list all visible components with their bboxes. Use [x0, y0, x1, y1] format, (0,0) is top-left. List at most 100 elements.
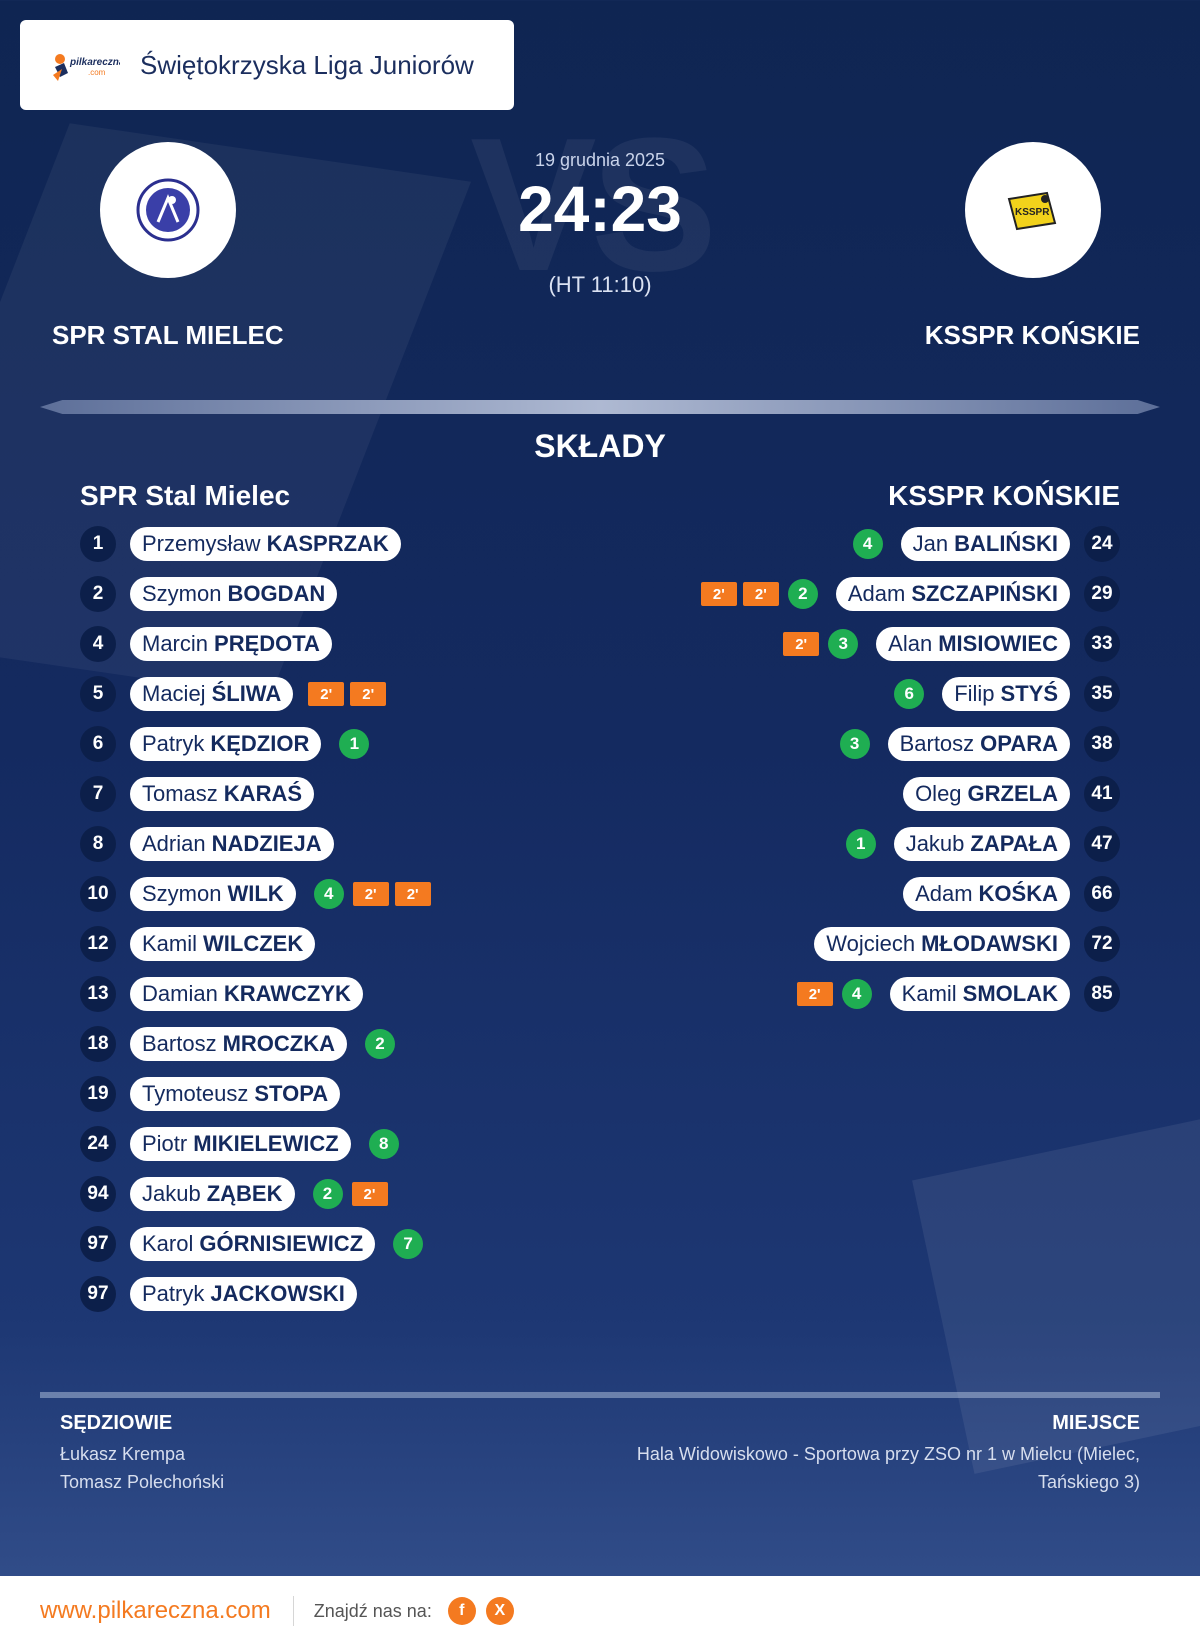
- away-logo-text: KSSPR: [1015, 207, 1050, 218]
- away-player-row: 33 Alan MISIOWIEC 3 2': [780, 626, 1120, 662]
- player-last-name: KĘDZIOR: [210, 731, 310, 756]
- player-name: Marcin PRĘDOTA: [130, 627, 332, 661]
- away-player-row: 29 Adam SZCZAPIŃSKI 2 2' 2': [698, 576, 1120, 612]
- player-stats: 2 2' 2': [698, 579, 824, 609]
- player-number: 13: [80, 976, 116, 1012]
- player-name: Wojciech MŁODAWSKI: [814, 927, 1070, 961]
- divider: [40, 400, 1160, 414]
- player-name: Adam SZCZAPIŃSKI: [835, 577, 1070, 611]
- player-number: 6: [80, 726, 116, 762]
- x-icon[interactable]: X: [485, 1597, 514, 1625]
- player-number: 12: [80, 926, 116, 962]
- player-last-name: KARAŚ: [223, 781, 303, 806]
- player-number: 7: [80, 776, 116, 812]
- suspension-badge: 2': [700, 582, 737, 606]
- league-name: Świętokrzyska Liga Juniorów: [140, 49, 474, 80]
- goals-badge: 4: [852, 529, 883, 559]
- home-player-row: 12 Kamil WILCZEK: [80, 926, 327, 962]
- player-name: Patryk JACKOWSKI: [130, 1277, 357, 1311]
- away-player-row: 47 Jakub ZAPAŁA 1: [840, 826, 1120, 862]
- player-name: Szymon BOGDAN: [130, 577, 338, 611]
- logo-subtext: .com: [88, 68, 106, 77]
- player-number: 33: [1084, 626, 1120, 662]
- venue-title: MIEJSCE: [1052, 1412, 1140, 1434]
- player-stats: 1: [840, 829, 882, 859]
- player-first-name: Jan: [912, 531, 949, 556]
- home-team-logo: [100, 142, 236, 278]
- away-player-row: 35 Filip STYŚ 6: [888, 676, 1120, 712]
- player-last-name: ZĄBEK: [206, 1181, 283, 1206]
- player-last-name: OPARA: [980, 731, 1058, 756]
- player-last-name: KOŚKA: [978, 881, 1058, 906]
- player-name: Szymon WILK: [130, 877, 296, 911]
- away-team-name: KSSPR KOŃSKIE: [924, 320, 1140, 350]
- player-number: 41: [1084, 776, 1120, 812]
- away-squad-title: KSSPR KOŃSKIE: [888, 480, 1120, 511]
- final-score: 24:23: [518, 173, 682, 245]
- player-last-name: STYŚ: [1000, 681, 1058, 706]
- player-name: Kamil SMOLAK: [889, 977, 1070, 1011]
- player-name: Maciej ŚLIWA: [130, 677, 294, 711]
- player-first-name: Piotr: [142, 1131, 188, 1156]
- goals-badge: 2: [365, 1029, 396, 1059]
- goals-badge: 3: [828, 629, 859, 659]
- player-last-name: MIKIELEWICZ: [193, 1131, 339, 1156]
- divider: [40, 1392, 1160, 1398]
- player-stats: 8: [363, 1129, 405, 1159]
- player-name: Bartosz MROCZKA: [130, 1027, 348, 1061]
- goals-badge: 1: [845, 829, 876, 859]
- home-team-name: SPR STAL MIELEC: [52, 320, 284, 350]
- goals-badge: 4: [841, 979, 872, 1009]
- referee-name: Łukasz Krempa: [60, 1444, 186, 1464]
- player-last-name: GRZELA: [967, 781, 1058, 806]
- home-player-row: 5 Maciej ŚLIWA 2' 2': [80, 676, 389, 712]
- player-last-name: PRĘDOTA: [214, 631, 320, 656]
- player-last-name: MROCZKA: [222, 1031, 336, 1056]
- player-last-name: MŁODAWSKI: [921, 931, 1058, 956]
- away-player-row: 24 Jan BALIŃSKI 4: [847, 526, 1120, 562]
- player-last-name: KRAWCZYK: [223, 981, 351, 1006]
- player-number: 29: [1084, 576, 1120, 612]
- halftime-score: (HT 11:10): [548, 272, 652, 297]
- player-last-name: MISIOWIEC: [938, 631, 1058, 656]
- home-player-row: 13 Damian KRAWCZYK: [80, 976, 375, 1012]
- home-player-row: 97 Karol GÓRNISIEWICZ 7: [80, 1226, 429, 1262]
- player-number: 5: [80, 676, 116, 712]
- away-player-row: 41 Oleg GRZELA: [891, 776, 1120, 812]
- home-player-row: 8 Adrian NADZIEJA: [80, 826, 346, 862]
- website-link[interactable]: www.pilkareczna.com: [40, 1597, 271, 1624]
- goals-badge: 6: [894, 679, 925, 709]
- player-first-name: Adam: [915, 881, 973, 906]
- player-number: 10: [80, 876, 116, 912]
- facebook-icon[interactable]: f: [447, 1597, 476, 1625]
- player-number: 2: [80, 576, 116, 612]
- player-name: Patryk KĘDZIOR: [130, 727, 322, 761]
- player-last-name: BALIŃSKI: [954, 531, 1058, 556]
- player-stats: 6: [888, 679, 930, 709]
- pilkareczna-logo: pilkareczna .com: [50, 45, 125, 85]
- player-stats: 4 2' 2': [308, 879, 434, 909]
- player-name: Tomasz KARAŚ: [130, 777, 315, 811]
- suspension-badge: 2': [796, 982, 833, 1006]
- away-player-row: 85 Kamil SMOLAK 4 2': [794, 976, 1120, 1012]
- goals-badge: 8: [368, 1129, 399, 1159]
- player-last-name: ZAPAŁA: [970, 831, 1058, 856]
- home-squad-title: SPR Stal Mielec: [80, 480, 291, 511]
- player-name: Adrian NADZIEJA: [130, 827, 334, 861]
- player-first-name: Bartosz: [899, 731, 975, 756]
- player-name: Bartosz OPARA: [887, 727, 1070, 761]
- player-stats: 3: [834, 729, 876, 759]
- player-number: 24: [80, 1126, 116, 1162]
- player-number: 18: [80, 1026, 116, 1062]
- player-stats: 2 2': [307, 1179, 391, 1209]
- suspension-badge: 2': [394, 882, 431, 906]
- player-name: Adam KOŚKA: [903, 877, 1070, 911]
- player-first-name: Tymoteusz: [142, 1081, 249, 1106]
- home-player-row: 18 Bartosz MROCZKA 2: [80, 1026, 401, 1062]
- player-name: Jakub ZĄBEK: [130, 1177, 295, 1211]
- player-stats: 2' 2': [305, 682, 389, 706]
- player-name: Piotr MIKIELEWICZ: [130, 1127, 351, 1161]
- player-name: Kamil WILCZEK: [130, 927, 316, 961]
- goals-badge: 2: [312, 1179, 343, 1209]
- away-team-logo: KSSPR: [965, 142, 1101, 278]
